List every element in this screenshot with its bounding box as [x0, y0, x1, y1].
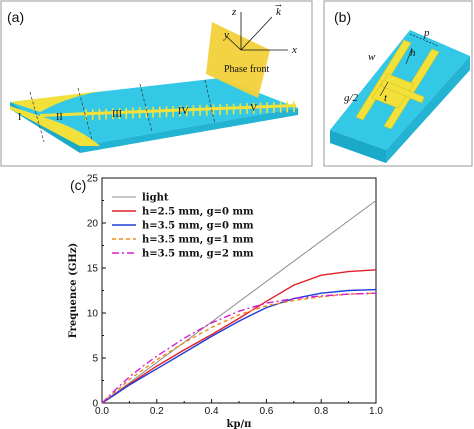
x-tick-label: 0.6 — [259, 406, 273, 417]
region-label-2: II — [56, 112, 63, 123]
y-tick-label: 25 — [87, 174, 99, 185]
x-tick-label: 1.0 — [369, 406, 383, 417]
legend-label-4: h=3.5 mm, g=1 mm — [142, 235, 254, 246]
y-tick-label: 5 — [92, 354, 98, 365]
z-axis-label: z — [231, 6, 237, 18]
y-axis-line — [225, 35, 242, 51]
dim-label-w: w — [368, 51, 376, 63]
k-vector-line — [240, 16, 273, 51]
panel-c: (c) 0.0 0.2 0.4 0.6 0.8 1.0 0 5 10 15 20 25 kp/π Freq… — [68, 174, 383, 429]
panel-a-label: (a) — [7, 9, 24, 25]
x-tick-label: 0.8 — [314, 406, 328, 417]
series-line-5 — [101, 292, 377, 404]
dim-label-t: t — [384, 92, 388, 104]
divider-2 — [77, 87, 93, 141]
h-dimension — [405, 47, 413, 65]
dim-label-g2: g/2 — [344, 92, 359, 104]
h-right-arm — [383, 48, 440, 130]
divider-4 — [204, 79, 216, 125]
series-line-1 — [101, 200, 377, 404]
y-tick-label: 0 — [92, 399, 98, 410]
legend-label-3: h=3.5 mm, g=0 mm — [142, 221, 254, 232]
x-tick-label: 0.4 — [205, 406, 219, 417]
region-label-5: V — [250, 103, 258, 114]
unit-cell-substrate-side — [386, 56, 470, 163]
unit-cell-substrate-front — [330, 130, 386, 163]
region-label-4: IV — [178, 106, 189, 117]
h-shaped-unit — [355, 39, 440, 130]
p-dimension — [409, 33, 439, 47]
signal-strip — [40, 104, 296, 117]
region-label-1: I — [18, 112, 21, 123]
panel-a-frame — [0, 0, 313, 167]
dispersion-chart: 0.0 0.2 0.4 0.6 0.8 1.0 0 5 10 15 20 25 kp/π Frequenc… — [68, 174, 383, 429]
coordinate-axes — [225, 12, 288, 51]
ground-flare-lower-fill — [10, 108, 95, 146]
divider-1 — [29, 91, 45, 143]
y-axis-label: y — [223, 29, 229, 41]
k-vector-label: k — [276, 6, 282, 18]
legend-label-5: h=3.5 mm, g=2 mm — [142, 249, 254, 260]
phase-front-label: Phase front — [224, 64, 269, 75]
h-strip — [380, 79, 425, 104]
ground-flare-upper — [10, 90, 110, 112]
panel-b-label: (b) — [334, 9, 351, 25]
dim-label-p: p — [423, 27, 430, 39]
dimension-lines — [379, 33, 439, 97]
legend-label-1: light — [142, 193, 169, 204]
panel-a: (a) I II III IV V Phase front — [0, 0, 313, 167]
dim-label-h: h — [410, 47, 416, 59]
series-line-2 — [101, 269, 377, 404]
x-axis-title: kp/π — [227, 419, 252, 429]
phase-front-plane — [206, 22, 270, 98]
corrugation-teeth — [85, 101, 295, 121]
panel-c-label: (c) — [70, 177, 86, 193]
x-tick-label: 0.2 — [150, 406, 164, 417]
substrate-side — [80, 108, 298, 153]
legend-label-2: h=2.5 mm, g=0 mm — [142, 207, 254, 218]
x-axis-label: x — [291, 44, 297, 56]
x-tick-label: 0.0 — [95, 406, 109, 417]
y-tick-label: 15 — [87, 264, 99, 275]
k-vector-arrow-icon: → — [275, 1, 282, 10]
series-line-4 — [101, 292, 377, 404]
t-dimension — [379, 81, 389, 97]
y-axis-title: Frequence (GHz) — [68, 243, 79, 339]
divider-3 — [139, 83, 153, 133]
y-tick-label: 20 — [87, 219, 99, 230]
panel-b: (b) p h w t g/2 — [323, 0, 473, 167]
region-label-3: III — [112, 109, 122, 120]
series-line-3 — [101, 288, 377, 404]
region-dividers — [29, 79, 216, 143]
y-tick-label: 10 — [87, 309, 99, 320]
